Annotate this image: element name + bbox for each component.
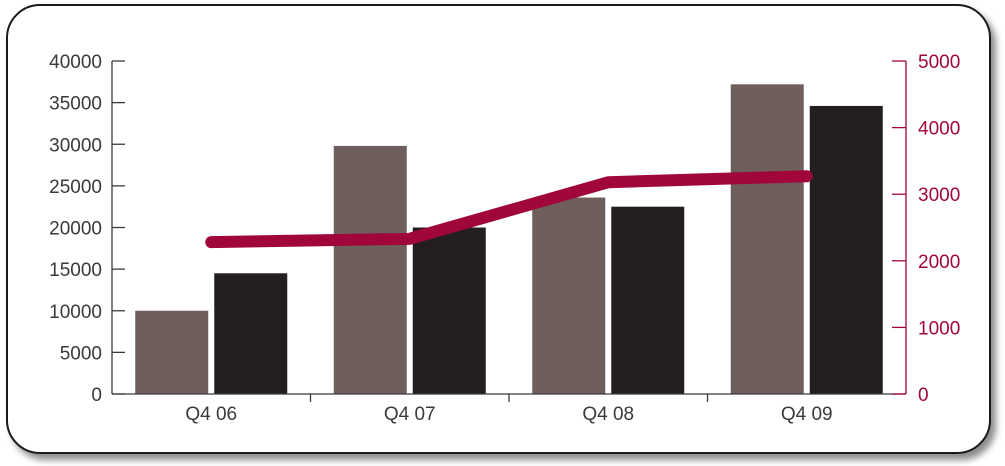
y-left-tick-label-1: 5000	[60, 343, 102, 364]
y-left-tick-label-5: 25000	[49, 177, 102, 198]
x-tick-label-1: Q4 07	[384, 404, 436, 425]
bar-series1-0	[135, 310, 209, 394]
y-left-tick-label-8: 40000	[49, 52, 102, 73]
line-series-1	[205, 170, 813, 249]
bar-series2-0	[214, 273, 288, 394]
bar-series1-2	[532, 197, 606, 394]
y-left-tick-label-7: 35000	[49, 94, 102, 115]
y-right-tick-label-2: 2000	[918, 252, 960, 273]
y-right-tick-label-5: 5000	[918, 52, 960, 73]
y-left-tick-label-2: 10000	[49, 302, 102, 323]
y-left-tick-label-3: 15000	[49, 260, 102, 281]
x-tick-label-0: Q4 06	[185, 404, 237, 425]
y-left-tick-label-0: 0	[91, 385, 102, 406]
bar-series2-2	[611, 206, 685, 394]
y-right-tick-label-4: 4000	[918, 119, 960, 140]
bar-series1-3	[730, 84, 804, 394]
bar-series2-1	[412, 227, 486, 394]
y-right-tick-label-1: 1000	[918, 318, 960, 339]
y-right-tick-label-0: 0	[918, 385, 929, 406]
x-tick-label-2: Q4 08	[582, 404, 634, 425]
y-left-tick-label-4: 20000	[49, 219, 102, 240]
x-tick-label-3: Q4 09	[781, 404, 833, 425]
bar-series2-3	[809, 105, 883, 394]
y-right-tick-label-3: 3000	[918, 185, 960, 206]
bar-series1-1	[333, 145, 407, 394]
y-left-tick-label-6: 30000	[49, 135, 102, 156]
